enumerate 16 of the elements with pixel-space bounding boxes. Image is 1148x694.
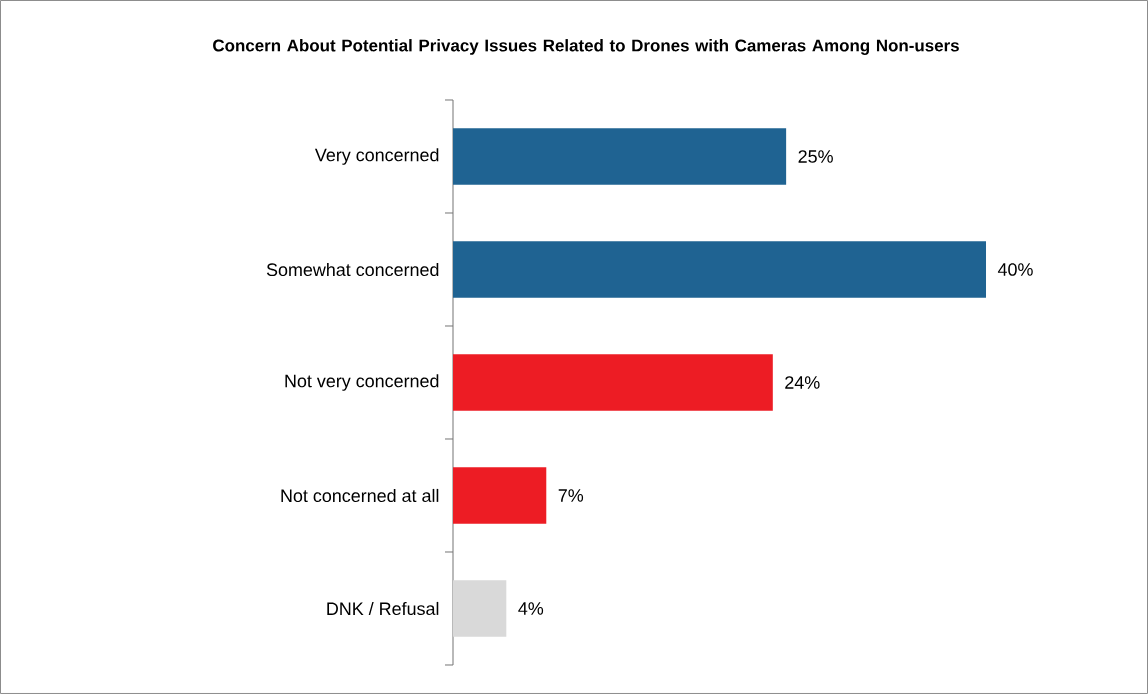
bar: [453, 128, 787, 185]
bar: [453, 467, 547, 524]
data-label: 7%: [558, 489, 584, 502]
bar: [453, 241, 987, 298]
y-tick-label: Not very concerned: [285, 374, 439, 391]
y-tick-label: Somewhat concerned: [266, 262, 439, 277]
chart-title: Concern About Potential Privacy Issues Related to Drones with Cameras Among Non-users: [213, 39, 959, 55]
bar: [453, 580, 507, 637]
y-tick-label: Not concerned at all: [281, 488, 439, 503]
data-label: 4%: [518, 602, 544, 615]
data-label: 25%: [798, 150, 833, 163]
data-label: 40%: [997, 263, 1033, 276]
y-tick-label: DNK / Refusal: [327, 601, 439, 616]
data-label: 24%: [785, 376, 820, 389]
y-tick-label: Very concerned: [314, 148, 439, 165]
bar: [453, 354, 773, 411]
